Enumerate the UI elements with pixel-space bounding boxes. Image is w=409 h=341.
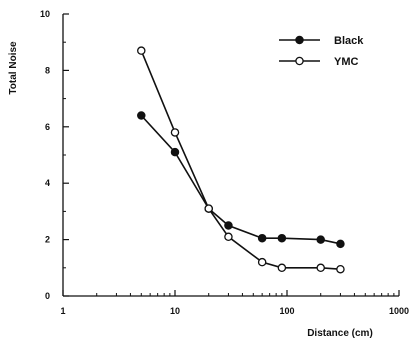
y-axis-title: Total Noise <box>8 41 19 95</box>
legend: Black YMC <box>279 35 364 68</box>
legend-marker-ymc <box>295 56 304 66</box>
data-point-black <box>137 111 146 120</box>
legend-marker-black <box>295 35 304 45</box>
x-tick-label: 100 <box>279 306 294 316</box>
y-tick-label: 8 <box>45 65 50 75</box>
y-tick-label: 6 <box>45 122 50 132</box>
data-point-ymc <box>257 257 267 267</box>
x-tick-label: 1 <box>60 306 65 316</box>
data-point-ymc <box>224 232 233 242</box>
data-point-ymc <box>336 264 345 274</box>
series-layer <box>137 46 345 274</box>
data-point-ymc <box>204 204 213 213</box>
data-point-black <box>224 221 233 230</box>
x-tick-label: 10 <box>170 306 180 316</box>
x-tick-label: 1000 <box>389 306 409 316</box>
data-point-ymc <box>277 263 287 273</box>
series-line-black <box>140 114 341 245</box>
data-point-black <box>257 233 267 243</box>
x-axis: 1 10 100 1000 <box>60 290 409 316</box>
y-tick-label: 0 <box>45 291 50 301</box>
data-point-ymc <box>137 46 146 55</box>
series-line-ymc <box>140 50 341 270</box>
data-point-black <box>277 233 287 243</box>
data-point-black <box>316 235 325 244</box>
data-point-ymc <box>316 263 325 273</box>
data-point-black <box>170 147 180 157</box>
data-point-ymc <box>170 128 180 137</box>
data-point-black <box>336 239 345 249</box>
legend-label-black: Black <box>334 35 364 47</box>
legend-label-ymc: YMC <box>334 56 359 68</box>
y-axis: 0 2 4 6 8 10 <box>40 9 69 301</box>
x-axis-title: Distance (cm) <box>307 328 373 339</box>
y-tick-label: 4 <box>45 178 50 188</box>
y-tick-label: 2 <box>45 235 50 245</box>
y-tick-label: 10 <box>40 9 50 19</box>
